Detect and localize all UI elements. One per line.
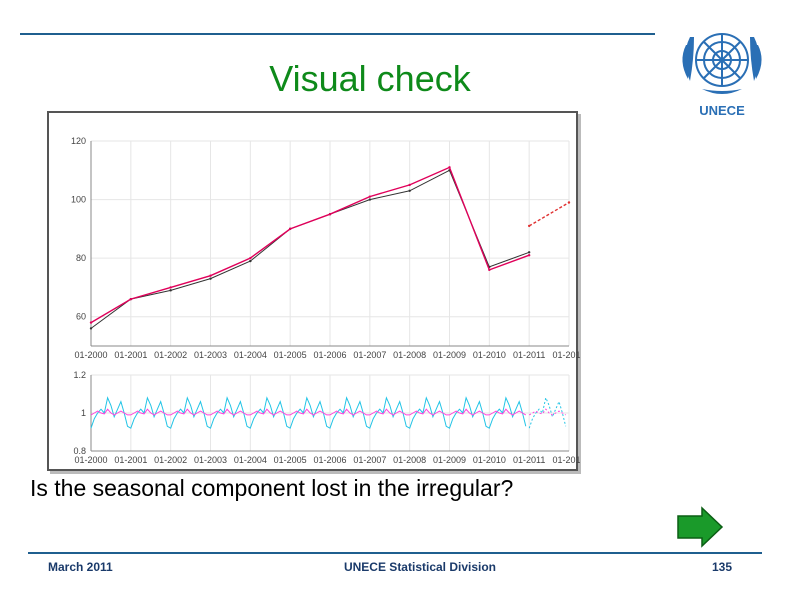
x-tick-label: 01-2007 [353,350,386,360]
unece-logo-text: UNECE [699,103,745,118]
footer-page-number: 135 [711,560,732,574]
series-line-original [90,169,530,329]
x-tick-label: 01-2001 [114,350,147,360]
data-point-forecast [567,201,571,204]
slide-question: Is the seasonal component lost in the ir… [30,475,514,501]
x-tick-label: 01-2001 [114,455,147,465]
x-tick-label: 01-2010 [473,455,506,465]
x-tick-label: 01-2008 [393,350,426,360]
x-tick-label: 01-2003 [194,350,227,360]
slide-title: Visual check [269,58,471,99]
data-point-original [527,251,531,254]
y-tick-label: 100 [71,195,86,205]
x-tick-label: 01-2000 [74,350,107,360]
x-tick-label: 01-2011 [513,350,545,360]
data-point-forecast [527,224,531,228]
data-point-trend [488,268,491,272]
green-right-arrow-icon [677,506,724,548]
x-tick-label: 01-2004 [234,455,267,465]
data-point-trend [129,297,133,301]
x-tick-label: 01-2010 [473,350,506,360]
series-forecast-seasonal_irregular [528,396,567,429]
x-tick-label: 01-2012 [552,350,580,360]
series-line-seasonal_factor [90,408,527,416]
x-tick-label: 01-2006 [313,350,346,360]
x-tick-label: 01-2008 [393,455,426,465]
x-tick-label: 01-2002 [154,455,187,465]
x-tick-label: 01-2004 [234,350,267,360]
data-point-trend [368,195,372,198]
x-tick-label: 01-2005 [274,455,307,465]
y-tick-label: 60 [76,312,86,322]
series-line-seasonal_irregular [90,396,527,429]
x-tick-label: 01-2006 [313,455,346,465]
bottom-divider [28,552,762,554]
bottom-chart: 01-2000 01-2001 01-2002 01-2003 01-2004 01-20… [73,370,580,465]
chart-figure: 01-2000 01-2001 01-2002 01-2003 01-2004 01-20… [47,111,580,471]
top-chart: 01-2000 01-2001 01-2002 01-2003 01-2004 01-20… [71,136,580,360]
x-tick-label: 01-2009 [433,455,466,465]
series-line-forecast [528,201,570,227]
series-line-trend [90,166,530,324]
x-tick-label: 01-2009 [433,350,466,360]
data-point-original [408,189,411,192]
data-point-original [249,259,252,263]
y-tick-label: 1 [81,408,86,418]
data-point-original [368,198,372,201]
data-point-trend [527,254,531,257]
series-forecast-seasonal_factor [528,408,566,416]
footer-date: March 2011 [48,560,113,574]
top-divider [20,33,655,35]
data-point-original [169,289,172,292]
x-tick-label: 01-2007 [353,455,386,465]
x-tick-label: 01-2003 [194,455,227,465]
charts-svg: 01-2000 01-2001 01-2002 01-2003 01-2004 01-20… [71,136,580,465]
x-tick-label: 01-2000 [74,455,107,465]
footer-organization: UNECE Statistical Division [343,560,497,574]
y-tick-label: 80 [76,253,86,263]
next-slide-button[interactable] [676,506,724,548]
data-point-trend [328,213,332,216]
y-tick-label: 120 [71,136,86,146]
data-point-original [209,277,212,280]
x-tick-label: 01-2005 [274,350,307,360]
data-point-original [89,327,93,330]
data-point-trend [89,321,93,324]
un-emblem-logo [682,33,762,94]
x-tick-label: 01-2012 [552,455,580,465]
data-point-trend [408,183,411,187]
y-tick-label: 1.2 [73,370,86,380]
data-point-trend [169,286,172,289]
y-tick-label: 0.8 [73,446,86,456]
data-point-trend [448,166,451,169]
x-tick-label: 01-2011 [513,455,545,465]
data-point-trend [209,274,212,277]
x-tick-label: 01-2002 [154,350,187,360]
data-point-trend [249,256,252,260]
data-point-trend [288,227,292,231]
